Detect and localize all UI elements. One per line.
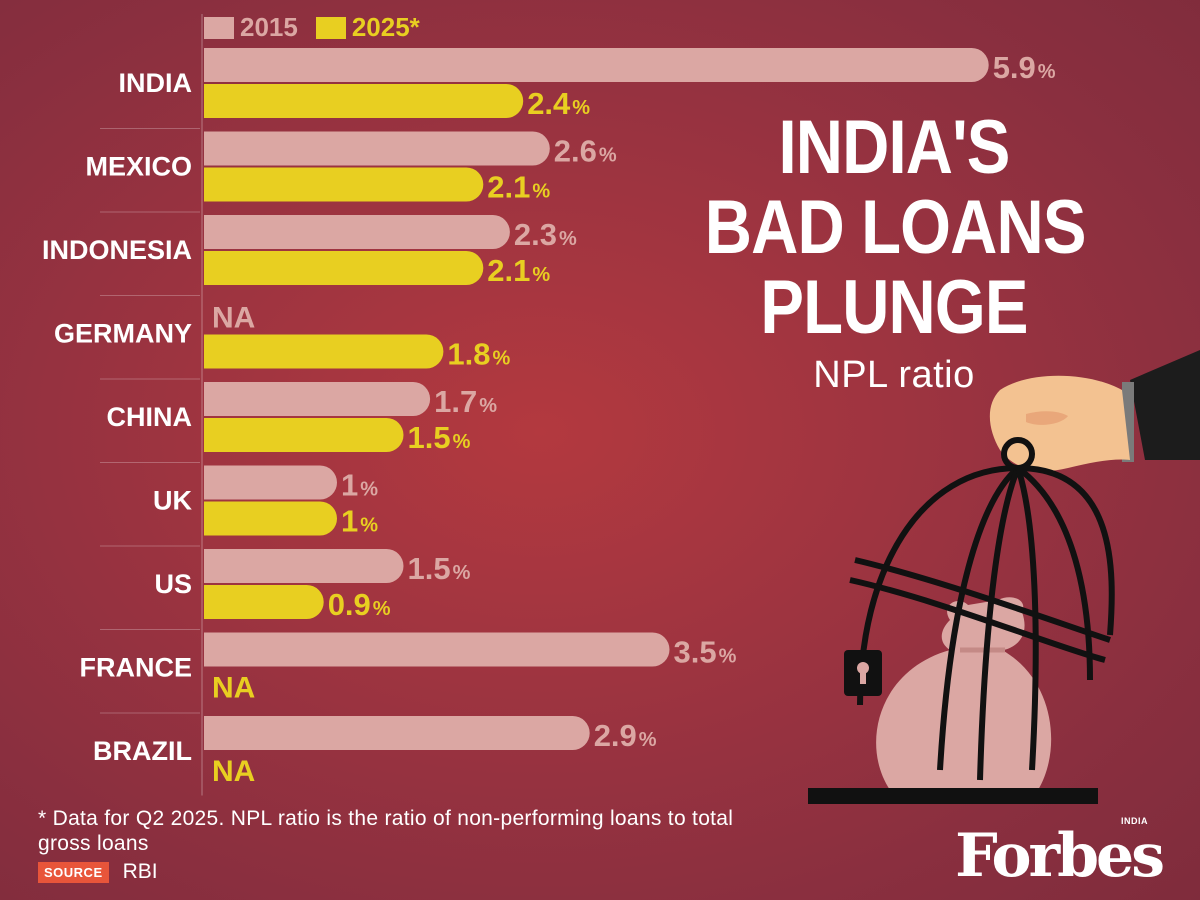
bar-india-2015 bbox=[204, 48, 989, 82]
source-line: SOURCE RBI bbox=[38, 860, 158, 884]
value-label-mexico-2025: 2.1% bbox=[487, 170, 550, 205]
category-label-india: INDIA bbox=[119, 68, 193, 98]
source-value: RBI bbox=[122, 860, 158, 883]
bar-cap-india-2025 bbox=[204, 84, 238, 118]
bar-france-2015 bbox=[204, 632, 670, 667]
bar-brazil-2015 bbox=[204, 716, 590, 750]
bar-us-2015 bbox=[204, 549, 404, 583]
headline-line-1: INDIA'S bbox=[778, 105, 1010, 190]
bar-indonesia-2015 bbox=[204, 215, 510, 249]
category-label-uk: UK bbox=[153, 486, 192, 516]
headline-line-3: PLUNGE bbox=[760, 265, 1028, 350]
value-label-brazil-2015: 2.9% bbox=[594, 718, 657, 753]
cage-hand-money-bag-illustration bbox=[808, 350, 1200, 804]
value-label-india-2015: 5.9% bbox=[993, 50, 1056, 85]
bar-cap-germany-2025 bbox=[204, 334, 238, 369]
value-label-china-2015: 1.7% bbox=[434, 384, 497, 419]
birdcage-icon bbox=[849, 465, 1115, 781]
value-label-mexico-2015: 2.6% bbox=[554, 134, 617, 169]
bar-cap-india-2015 bbox=[204, 48, 238, 82]
category-label-us: US bbox=[154, 569, 192, 599]
bar-cap-brazil-2015 bbox=[204, 716, 238, 750]
category-label-france: FRANCE bbox=[80, 653, 193, 683]
na-label-brazil-2025: NA bbox=[212, 755, 255, 788]
bar-indonesia-2025 bbox=[204, 251, 484, 285]
bar-cap-mexico-2025 bbox=[204, 167, 238, 202]
bar-cap-indonesia-2015 bbox=[204, 215, 238, 249]
value-label-uk-2025: 1% bbox=[341, 504, 378, 539]
legend-swatch-2025 bbox=[315, 16, 346, 39]
value-label-france-2015: 3.5% bbox=[674, 635, 737, 670]
value-label-indonesia-2015: 2.3% bbox=[514, 217, 577, 252]
bar-germany-2025 bbox=[204, 334, 444, 369]
category-label-brazil: BRAZIL bbox=[93, 736, 192, 766]
headline-line-2: BAD LOANS bbox=[704, 185, 1087, 270]
money-bag-icon bbox=[876, 597, 1052, 790]
bar-cap-china-2015 bbox=[204, 382, 238, 416]
footnote: * Data for Q2 2025. NPL ratio is the rat… bbox=[38, 807, 734, 855]
legend-label-2015: 2015 bbox=[240, 12, 298, 42]
chart-subtitle: NPL ratio bbox=[813, 354, 975, 396]
bar-cap-uk-2025 bbox=[204, 501, 238, 536]
value-label-uk-2015: 1% bbox=[341, 468, 378, 503]
bar-cap-indonesia-2025 bbox=[204, 251, 238, 285]
bar-mexico-2015 bbox=[204, 131, 550, 166]
sleeve-icon bbox=[1130, 350, 1200, 460]
headline: INDIA'S BAD LOANS PLUNGE NPL ratio bbox=[674, 108, 1114, 397]
forbes-logo: Forbes bbox=[955, 821, 1165, 891]
value-label-indonesia-2025: 2.1% bbox=[487, 253, 550, 288]
legend-swatch-2015 bbox=[204, 16, 234, 39]
value-label-us-2015: 1.5% bbox=[408, 551, 471, 586]
cage-base bbox=[808, 788, 1098, 804]
bar-cap-uk-2015 bbox=[204, 465, 238, 500]
value-label-germany-2025: 1.8% bbox=[447, 337, 510, 372]
bar-cap-mexico-2015 bbox=[204, 131, 238, 166]
category-label-mexico: MEXICO bbox=[85, 152, 192, 182]
bar-mexico-2025 bbox=[204, 167, 484, 202]
hand-icon bbox=[989, 375, 1130, 471]
bar-india-2025 bbox=[204, 84, 524, 118]
source-badge: SOURCE bbox=[38, 861, 109, 883]
bar-china-2015 bbox=[204, 382, 431, 416]
na-label-france-2025: NA bbox=[212, 672, 255, 705]
legend-label-2025: 2025* bbox=[351, 12, 420, 42]
chart-legend: 2015 2025* bbox=[204, 12, 420, 43]
bar-cap-us-2015 bbox=[204, 549, 238, 583]
category-label-china: CHINA bbox=[107, 402, 193, 432]
na-label-germany-2015: NA bbox=[212, 302, 255, 335]
value-label-us-2025: 0.9% bbox=[328, 587, 391, 622]
value-label-india-2025: 2.4% bbox=[527, 86, 590, 121]
value-label-china-2025: 1.5% bbox=[408, 420, 471, 455]
bar-cap-china-2025 bbox=[204, 418, 238, 452]
bar-china-2025 bbox=[204, 418, 404, 452]
brand-sub-label: INDIA bbox=[1121, 816, 1148, 826]
category-label-indonesia: INDONESIA bbox=[42, 235, 192, 265]
bar-cap-us-2025 bbox=[204, 585, 238, 619]
legend-item-2025: 2025* bbox=[315, 12, 420, 43]
legend-item-2015: 2015 bbox=[204, 12, 298, 43]
category-label-germany: GERMANY bbox=[54, 319, 192, 349]
bar-cap-france-2015 bbox=[204, 632, 238, 667]
